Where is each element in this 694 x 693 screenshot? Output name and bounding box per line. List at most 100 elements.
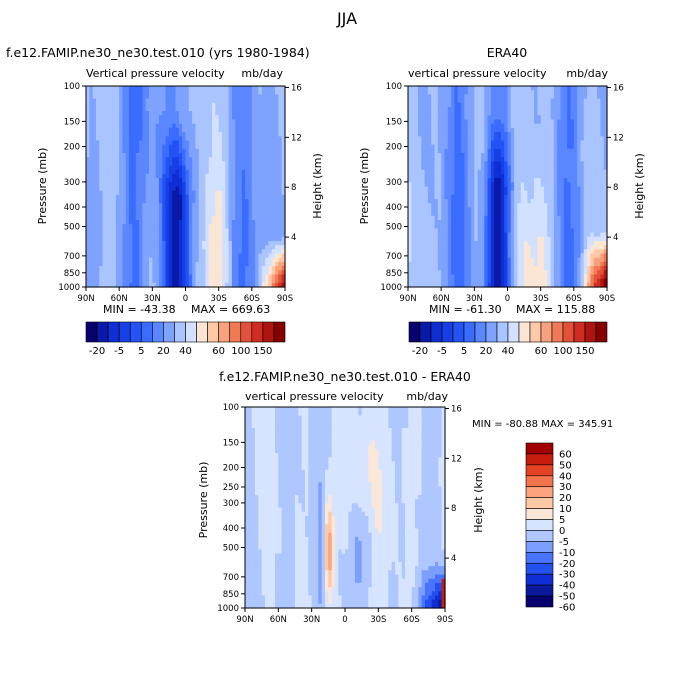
heatmap-cell bbox=[231, 173, 236, 179]
heatmap-cell bbox=[520, 165, 525, 171]
heatmap-cell bbox=[225, 270, 230, 276]
heatmap-cell bbox=[447, 178, 452, 183]
heatmap-cell bbox=[427, 140, 432, 146]
heatmap-cell bbox=[457, 182, 462, 188]
heatmap-cell bbox=[487, 266, 492, 271]
heatmap-cell bbox=[490, 98, 495, 104]
heatmap-cell bbox=[427, 127, 432, 133]
heatmap-cell bbox=[235, 178, 240, 183]
heatmap-cell bbox=[457, 274, 462, 280]
heatmap-cell bbox=[507, 232, 512, 238]
heatmap-cell bbox=[281, 173, 286, 179]
heatmap-cell bbox=[119, 127, 124, 133]
heatmap-cell bbox=[198, 240, 203, 246]
heatmap-cell bbox=[543, 123, 548, 129]
heatmap-cell bbox=[408, 94, 412, 100]
heatmap-cell bbox=[162, 161, 167, 167]
heatmap-cell bbox=[444, 136, 449, 142]
heatmap-cell bbox=[275, 278, 279, 284]
heatmap-cell bbox=[86, 132, 90, 137]
heatmap-cell bbox=[494, 161, 499, 167]
heatmap-cell bbox=[235, 266, 240, 271]
heatmap-cell bbox=[198, 115, 203, 121]
heatmap-cell bbox=[135, 161, 140, 167]
heatmap-cell bbox=[540, 194, 545, 200]
heatmap-cell bbox=[208, 228, 213, 234]
heatmap-cell bbox=[95, 136, 100, 142]
heatmap-cell bbox=[494, 240, 499, 246]
heatmap-cell bbox=[454, 178, 459, 183]
heatmap-cell bbox=[135, 153, 140, 158]
heatmap-cell bbox=[494, 228, 499, 234]
heatmap-cell bbox=[447, 274, 452, 280]
heatmap-cell bbox=[540, 278, 545, 284]
heatmap-cell bbox=[457, 169, 462, 175]
heatmap-cell bbox=[464, 270, 469, 276]
heatmap-cell bbox=[182, 236, 187, 242]
heatmap-cell bbox=[178, 106, 183, 112]
heatmap-cell bbox=[517, 282, 522, 288]
heatmap-cell bbox=[278, 245, 283, 250]
heatmap-cell bbox=[427, 161, 432, 167]
heatmap-cell bbox=[188, 169, 193, 175]
heatmap-cell bbox=[417, 98, 422, 104]
heatmap-cell bbox=[408, 186, 412, 192]
heatmap-cell bbox=[119, 157, 124, 162]
heatmap-cell bbox=[524, 90, 528, 95]
heatmap-cell bbox=[235, 186, 240, 192]
x-tick-label: 90S bbox=[277, 294, 293, 304]
heatmap-cell bbox=[281, 119, 286, 125]
heatmap-cell bbox=[109, 90, 114, 95]
heatmap-cell bbox=[497, 224, 502, 229]
heatmap-cell bbox=[278, 132, 283, 137]
colorbar-swatch bbox=[273, 321, 286, 343]
heatmap-cell bbox=[543, 165, 548, 171]
heatmap-cell bbox=[530, 228, 535, 234]
heatmap-cell bbox=[408, 157, 412, 162]
heatmap-cell bbox=[464, 102, 469, 108]
heatmap-cell bbox=[241, 228, 246, 234]
heatmap-cell bbox=[258, 199, 263, 204]
heatmap-cell bbox=[500, 253, 505, 259]
heatmap-cell bbox=[158, 182, 163, 188]
heatmap-cell bbox=[424, 266, 429, 271]
heatmap-cell bbox=[421, 136, 426, 142]
heatmap-cell bbox=[175, 98, 180, 104]
heatmap-cell bbox=[145, 194, 150, 200]
heatmap-cell bbox=[165, 119, 170, 125]
heatmap-cell bbox=[168, 144, 173, 150]
heatmap-cell bbox=[437, 153, 442, 158]
heatmap-cell bbox=[115, 199, 120, 204]
heatmap-cell bbox=[487, 98, 492, 104]
heatmap-cell bbox=[231, 165, 236, 171]
heatmap-cell bbox=[474, 220, 479, 225]
heatmap-cell bbox=[122, 220, 127, 225]
heatmap-cell bbox=[202, 161, 206, 167]
heatmap-cell bbox=[271, 173, 276, 179]
heatmap-cell bbox=[437, 257, 442, 263]
heatmap-cell bbox=[484, 140, 489, 146]
heatmap-cell bbox=[497, 106, 502, 112]
heatmap-cell bbox=[490, 173, 495, 179]
heatmap-cell bbox=[188, 253, 193, 259]
heatmap-cell bbox=[431, 240, 436, 246]
heatmap-cell bbox=[152, 115, 157, 121]
heatmap-cell bbox=[225, 220, 230, 225]
heatmap-cell bbox=[162, 86, 167, 91]
heatmap-cell bbox=[434, 127, 439, 133]
heatmap-cell bbox=[510, 123, 515, 129]
heatmap-cell bbox=[86, 153, 90, 158]
x-tick-label: 90N bbox=[77, 294, 94, 304]
heatmap-cell bbox=[182, 190, 187, 196]
heatmap-cell bbox=[178, 232, 183, 238]
heatmap-cell bbox=[268, 173, 273, 179]
heatmap-cell bbox=[444, 106, 449, 112]
heatmap-cell bbox=[497, 115, 502, 121]
heatmap-cell bbox=[172, 215, 177, 221]
heatmap-cell bbox=[245, 282, 250, 288]
heatmap-cell bbox=[221, 153, 226, 158]
heatmap-cell bbox=[152, 94, 157, 100]
heatmap-cell bbox=[278, 136, 283, 142]
heatmap-cell bbox=[524, 266, 528, 271]
heatmap-cell bbox=[221, 98, 226, 104]
